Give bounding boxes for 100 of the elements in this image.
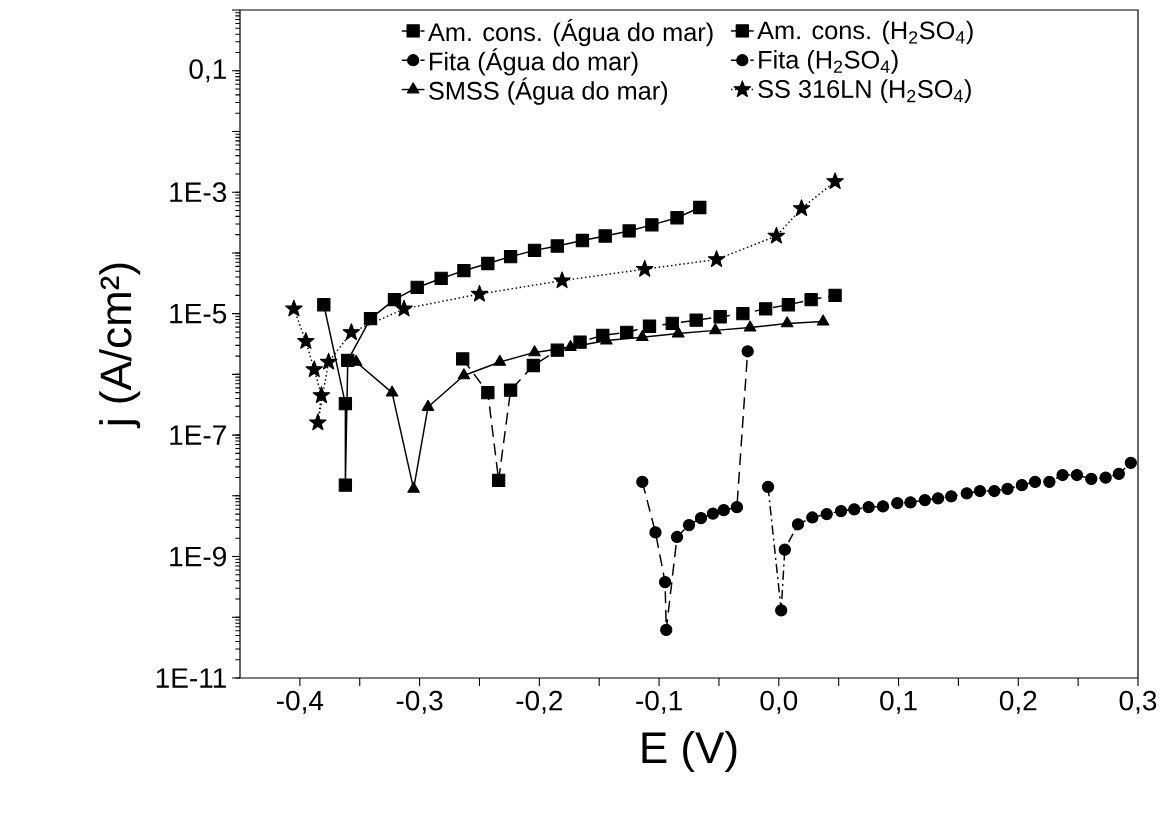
y-tick-label: 1E-3 bbox=[170, 182, 227, 203]
point bbox=[319, 352, 338, 370]
point bbox=[410, 280, 424, 295]
point bbox=[493, 354, 507, 366]
point bbox=[945, 490, 958, 503]
point bbox=[575, 233, 590, 248]
point bbox=[573, 335, 587, 349]
y-tick-label: 1E-5 bbox=[170, 303, 227, 324]
point bbox=[491, 473, 506, 487]
point bbox=[1124, 456, 1137, 469]
point bbox=[528, 345, 541, 357]
point bbox=[312, 386, 331, 403]
point bbox=[904, 496, 917, 509]
x-tick-label: -0,3 bbox=[396, 690, 443, 714]
x-tick-label: 0,0 bbox=[760, 690, 798, 714]
point bbox=[778, 543, 791, 556]
point bbox=[717, 504, 730, 517]
x-tick-label: 0,1 bbox=[880, 690, 917, 714]
point bbox=[387, 292, 402, 307]
y-tick-label: 1E-11 bbox=[156, 668, 226, 688]
point bbox=[285, 299, 303, 317]
point bbox=[635, 259, 654, 277]
legend-label: Fita (H$_{2}$SO$_{4}$) bbox=[759, 50, 898, 74]
x-tick-label: 0,2 bbox=[999, 690, 1037, 714]
point bbox=[503, 383, 518, 397]
point bbox=[1015, 478, 1028, 492]
point bbox=[1099, 471, 1112, 484]
x-tick-label: 0,3 bbox=[1119, 690, 1157, 714]
point bbox=[689, 313, 703, 327]
point bbox=[848, 503, 861, 516]
point bbox=[780, 316, 794, 328]
point bbox=[670, 530, 684, 544]
point bbox=[820, 507, 833, 521]
y-tick-label: 0,1 bbox=[189, 59, 226, 83]
legend-label: SS 316LN (H$_{2}$SO$_{4}$) bbox=[758, 79, 971, 103]
x-tick-label: -0,2 bbox=[516, 690, 563, 714]
point bbox=[891, 496, 904, 510]
point bbox=[342, 323, 361, 341]
point bbox=[481, 256, 495, 271]
legend-label: Am. cons. (Água do mar) bbox=[427, 18, 713, 47]
legend-label: Am. cons. (H$_{2}$SO$_{4}$) bbox=[757, 20, 973, 45]
point bbox=[658, 575, 672, 589]
point bbox=[1001, 482, 1014, 496]
point bbox=[707, 250, 726, 268]
legend-label: Fita (Água do mar) bbox=[430, 48, 638, 76]
point bbox=[1028, 475, 1042, 488]
point bbox=[1112, 467, 1125, 480]
y-tick-label: 1E-7 bbox=[170, 425, 226, 445]
point bbox=[527, 243, 542, 258]
point bbox=[665, 316, 679, 331]
point bbox=[1070, 468, 1084, 482]
point bbox=[550, 239, 564, 253]
point bbox=[457, 264, 471, 278]
point bbox=[598, 229, 612, 243]
point bbox=[457, 368, 471, 380]
point bbox=[297, 332, 315, 349]
point bbox=[960, 487, 973, 500]
point bbox=[481, 385, 495, 400]
x-tick-label: -0,1 bbox=[636, 690, 682, 714]
point bbox=[743, 320, 757, 332]
point bbox=[526, 358, 541, 373]
point bbox=[395, 299, 413, 317]
point bbox=[730, 501, 744, 514]
point bbox=[503, 249, 518, 264]
point bbox=[421, 399, 435, 411]
point bbox=[693, 200, 707, 215]
point bbox=[1043, 475, 1056, 488]
point bbox=[862, 501, 875, 514]
point bbox=[741, 345, 754, 358]
x-tick-label: -0,4 bbox=[276, 690, 324, 714]
y-tick-label: 1E-9 bbox=[170, 546, 226, 567]
point bbox=[434, 271, 448, 286]
point bbox=[767, 226, 786, 244]
y-axis-title: j (A/cm²) bbox=[99, 263, 141, 429]
point bbox=[804, 292, 818, 307]
point bbox=[550, 343, 564, 357]
point bbox=[470, 284, 489, 302]
point bbox=[736, 306, 750, 321]
point bbox=[363, 311, 378, 326]
point bbox=[706, 507, 720, 520]
point bbox=[918, 493, 932, 507]
point bbox=[385, 385, 399, 397]
point bbox=[636, 329, 649, 342]
point bbox=[781, 298, 796, 312]
point bbox=[834, 504, 848, 518]
point bbox=[642, 319, 657, 333]
point bbox=[816, 314, 830, 326]
point bbox=[309, 413, 327, 431]
point bbox=[988, 484, 1001, 498]
point bbox=[775, 604, 788, 617]
point bbox=[761, 480, 775, 494]
point bbox=[620, 325, 634, 340]
point bbox=[645, 218, 659, 232]
point bbox=[338, 396, 353, 411]
point bbox=[670, 211, 684, 225]
point bbox=[317, 298, 331, 312]
point bbox=[305, 360, 324, 378]
point bbox=[709, 323, 722, 335]
point bbox=[1085, 472, 1098, 486]
point bbox=[792, 199, 811, 216]
